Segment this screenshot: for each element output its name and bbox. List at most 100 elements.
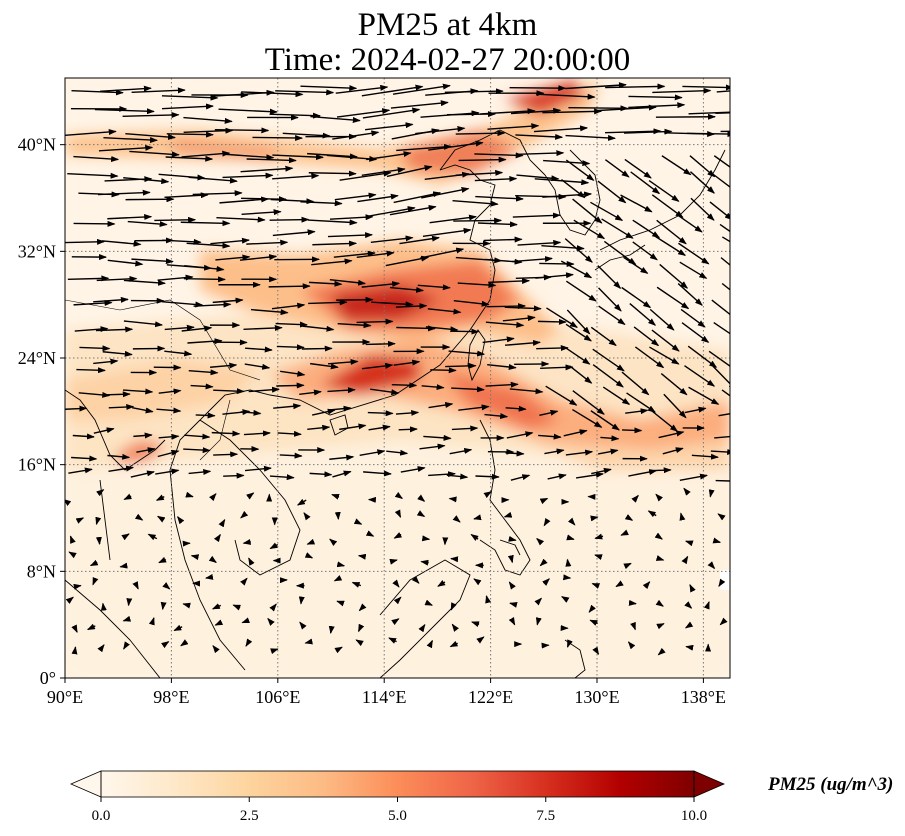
- wind-arrow: [534, 597, 543, 606]
- wind-arrow: [539, 497, 549, 505]
- wind-arrow: [276, 382, 305, 389]
- wind-arrow: [242, 539, 252, 545]
- wind-arrow: [683, 487, 691, 496]
- wind-arrow: [95, 516, 102, 526]
- wind-arrow: [719, 223, 730, 233]
- wind-arrow: [156, 407, 182, 414]
- wind-arrow: [630, 621, 636, 631]
- wind-arrow: [654, 532, 663, 540]
- wind-arrow: [177, 516, 185, 525]
- wind-arrow: [648, 180, 680, 202]
- wind-arrow: [546, 307, 578, 328]
- wind-arrow: [276, 344, 305, 351]
- wind-arrow: [267, 617, 275, 626]
- wind-arrow: [684, 406, 707, 414]
- wind-arrow: [307, 219, 358, 226]
- wind-arrow: [628, 469, 658, 477]
- wind-arrow: [538, 433, 562, 440]
- pm25-concentration-field: [65, 78, 730, 678]
- wind-arrow: [482, 336, 515, 344]
- wind-arrow: [566, 534, 575, 541]
- wind-arrow: [426, 639, 433, 649]
- wind-arrow: [630, 171, 661, 195]
- wind-arrow: [361, 84, 424, 97]
- wind-arrow: [270, 648, 279, 655]
- wind-arrow: [484, 413, 509, 419]
- wind-arrow: [358, 603, 367, 612]
- wind-arrow: [300, 85, 358, 92]
- wind-arrow: [622, 427, 643, 434]
- wind-arrow: [628, 94, 683, 101]
- wind-arrow: [183, 447, 211, 454]
- wind-arrow: [390, 100, 449, 109]
- wind-arrow: [304, 638, 313, 645]
- wind-arrow: [427, 308, 462, 315]
- wind-arrow: [573, 219, 606, 240]
- wind-arrow: [707, 561, 716, 570]
- wind-arrow: [712, 537, 722, 544]
- wind-arrow: [132, 407, 154, 414]
- wind-arrow: [331, 493, 340, 500]
- wind-arrow: [512, 212, 561, 219]
- wind-arrow: [690, 197, 715, 221]
- wind-arrow: [123, 641, 130, 650]
- wind-arrow: [357, 623, 365, 633]
- wind-arrow: [334, 192, 377, 201]
- wind-arrow: [371, 301, 414, 308]
- wind-arrow: [327, 232, 374, 239]
- wind-arrow: [123, 177, 170, 185]
- wind-arrow: [545, 385, 578, 406]
- wind-arrow: [252, 135, 304, 141]
- wind-arrow: [311, 258, 353, 266]
- wind-arrow: [97, 189, 151, 196]
- wind-arrow: [509, 388, 544, 395]
- wind-arrow: [561, 596, 570, 603]
- wind-arrow: [351, 581, 362, 588]
- map-subtitle-time: Time: 2024-02-27 20:00:00: [264, 42, 631, 78]
- wind-arrow: [656, 219, 687, 245]
- wind-arrow: [713, 322, 730, 335]
- wind-arrow: [310, 362, 339, 370]
- wind-arrow: [534, 178, 590, 186]
- wind-arrow: [241, 209, 282, 216]
- wind-arrow: [216, 216, 266, 223]
- wind-arrow: [102, 350, 133, 357]
- wind-arrow: [310, 115, 361, 123]
- wind-arrow: [533, 125, 589, 133]
- wind-arrow: [393, 532, 403, 539]
- wind-arrow: [279, 452, 303, 459]
- wind-arrow: [656, 623, 665, 630]
- wind-arrow: [96, 275, 138, 282]
- wind-arrow: [246, 492, 255, 500]
- wind-arrow: [716, 90, 730, 93]
- longitude-axis: 90°E 98°E 106°E 114°E 122°E 130°E 138°E: [47, 678, 726, 707]
- wind-arrow: [99, 85, 152, 92]
- wind-arrow: [336, 561, 346, 568]
- wind-arrow: [190, 383, 214, 390]
- wind-arrow: [71, 624, 78, 633]
- wind-arrow: [508, 581, 516, 590]
- wind-arrow: [628, 102, 686, 109]
- wind-arrow: [356, 318, 394, 325]
- wind-arrow: [394, 491, 404, 500]
- wind-arrow: [625, 408, 649, 415]
- wind-arrow: [355, 639, 364, 647]
- wind-arrow: [160, 601, 167, 611]
- wind-arrow: [133, 432, 153, 439]
- wind-arrow: [537, 318, 567, 325]
- wind-arrow: [71, 646, 78, 655]
- wind-arrow: [308, 170, 357, 177]
- wind-arrow: [660, 372, 688, 396]
- lon-tick-label-6: 138°E: [681, 687, 726, 707]
- map-title: PM25 at 4km: [357, 7, 538, 43]
- wind-arrow: [685, 540, 694, 547]
- wind-arrow: [420, 559, 429, 566]
- wind-arrow: [332, 470, 352, 478]
- wind-arrow: [655, 236, 687, 256]
- wind-arrow: [127, 220, 168, 228]
- wind-arrow: [458, 156, 507, 163]
- wind-arrow: [129, 150, 180, 158]
- wind-arrow: [243, 324, 283, 331]
- wind-arrow: [208, 555, 217, 564]
- wind-arrow: [332, 130, 380, 140]
